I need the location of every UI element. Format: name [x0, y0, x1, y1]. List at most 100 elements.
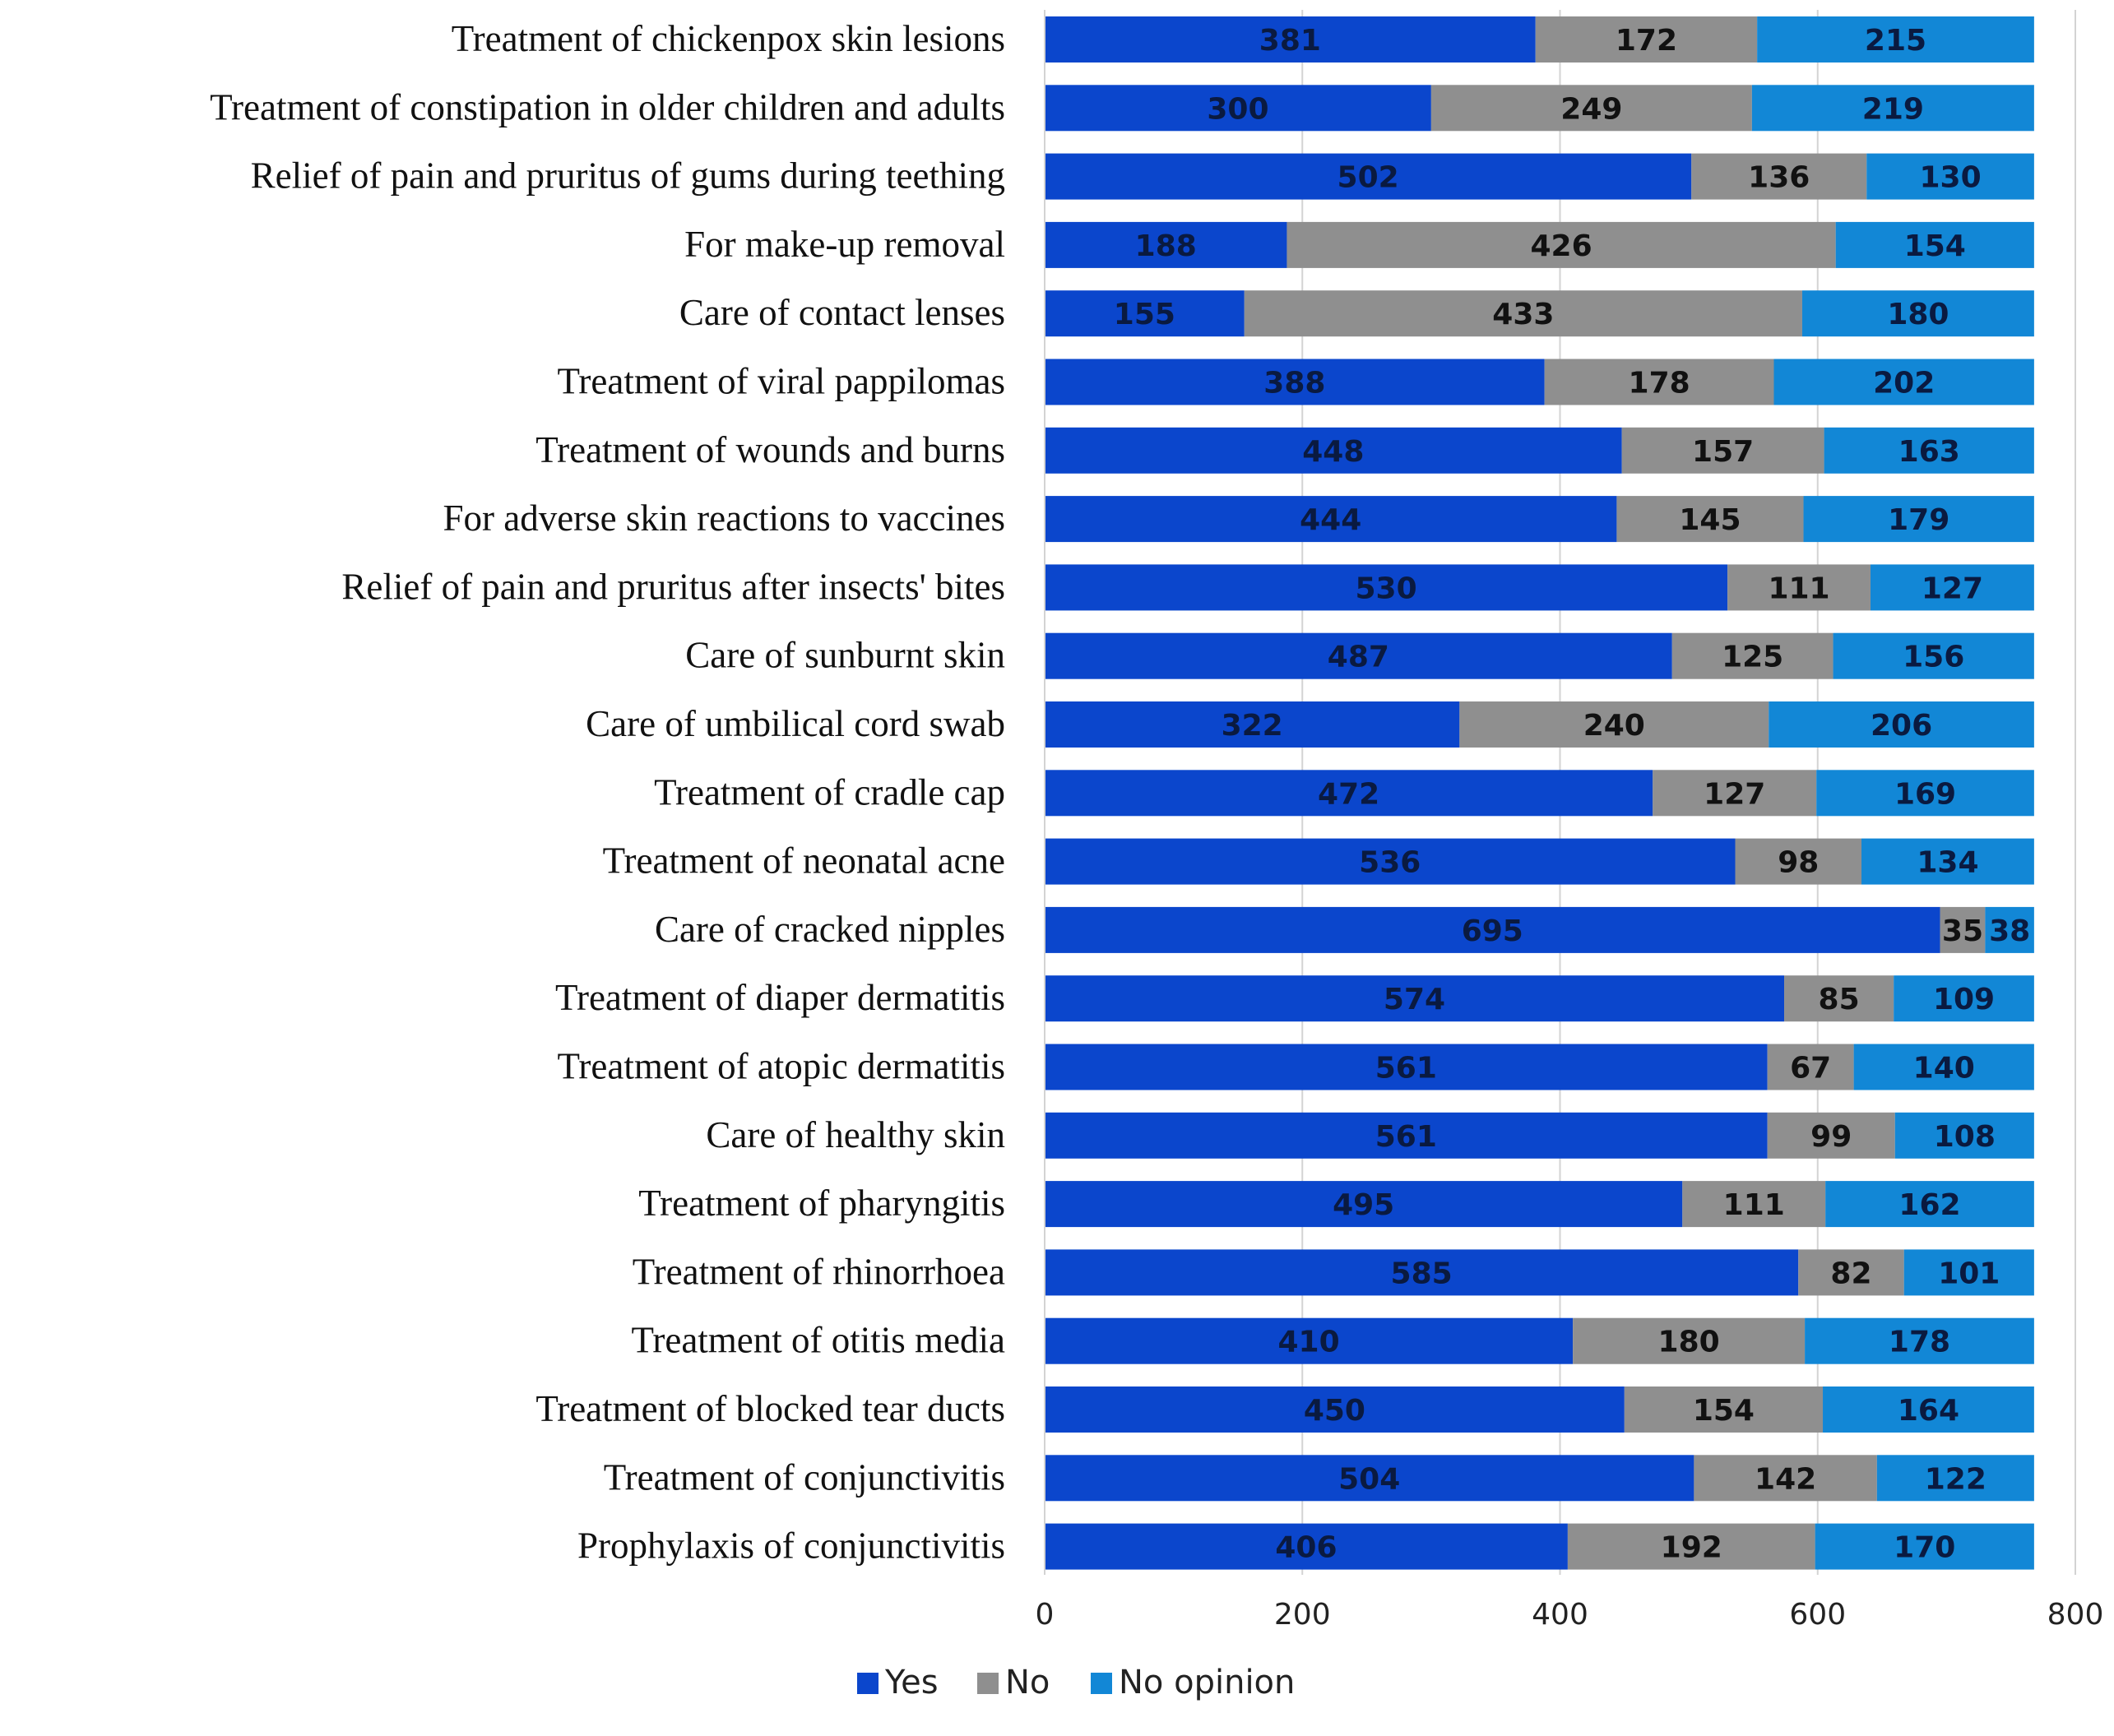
data-label: 127 — [1922, 572, 1983, 605]
data-label: 134 — [1917, 846, 1978, 880]
category-label: Care of cracked nipples — [655, 909, 1005, 950]
data-label: 240 — [1583, 709, 1645, 743]
bar-segment-no-opinion — [1805, 1317, 2034, 1364]
data-label: 179 — [1888, 503, 1949, 537]
category-label: Care of sunburnt skin — [685, 635, 1005, 676]
data-label: 125 — [1722, 641, 1783, 674]
legend-label: Yes — [884, 1664, 939, 1701]
legend-swatch-no-opinion — [1091, 1673, 1112, 1694]
data-label: 111 — [1723, 1188, 1785, 1222]
bar-segment-no — [1616, 496, 1804, 543]
bar-segment-no — [1621, 427, 1824, 474]
x-tick-label: 600 — [1789, 1598, 1846, 1632]
category-label: Treatment of wounds and burns — [535, 429, 1005, 470]
bar-segment-no-opinion — [1833, 632, 2034, 679]
data-label: 536 — [1359, 846, 1421, 880]
bar-segment-yes — [1045, 1181, 1683, 1228]
bar-segment-yes — [1045, 1249, 1799, 1296]
category-label: Care of contact lenses — [679, 292, 1005, 333]
x-tick-label: 200 — [1274, 1598, 1331, 1632]
data-label: 426 — [1530, 229, 1592, 263]
category-labels: Treatment of chickenpox skin lesions Trea… — [210, 18, 1005, 1567]
category-label: Treatment of otitis media — [631, 1320, 1005, 1361]
bar-segment-no-opinion — [1894, 975, 2034, 1022]
bar-segment-yes — [1045, 1523, 1568, 1570]
data-label: 178 — [1889, 1326, 1950, 1359]
category-label: Treatment of atopic dermatitis — [558, 1046, 1005, 1087]
bar-segment-no — [1244, 290, 1802, 337]
data-label: 109 — [1933, 983, 1995, 1016]
data-label: 111 — [1768, 572, 1829, 605]
x-tick-label: 0 — [1036, 1598, 1055, 1632]
bar-segment-no-opinion — [1773, 359, 2034, 405]
data-label: 127 — [1704, 777, 1765, 811]
data-label: 444 — [1300, 503, 1361, 537]
bar-segment-no — [1653, 770, 1817, 817]
bar-segment-yes — [1045, 770, 1653, 817]
data-label: 108 — [1934, 1120, 1996, 1154]
legend-label: No opinion — [1119, 1664, 1295, 1701]
bar-segment-no — [1535, 16, 1758, 62]
bar-segment-no-opinion — [1815, 1523, 2034, 1570]
data-label: 433 — [1492, 298, 1554, 331]
data-label: 561 — [1375, 1052, 1437, 1086]
bar-segment-no-opinion — [1751, 85, 2034, 132]
bar-segment-no-opinion — [1757, 16, 2034, 62]
data-label: 136 — [1748, 161, 1810, 195]
category-label: Treatment of conjunctivitis — [604, 1456, 1005, 1498]
data-label: 155 — [1114, 298, 1175, 331]
data-label: 170 — [1894, 1531, 1955, 1565]
bar-segment-no-opinion — [1985, 906, 2034, 953]
data-label: 156 — [1903, 641, 1964, 674]
data-label: 154 — [1693, 1394, 1755, 1428]
bar-segment-yes — [1045, 564, 1728, 611]
bar-segment-no-opinion — [1853, 1044, 2034, 1090]
category-label: Relief of pain and pruritus after insect… — [341, 566, 1005, 607]
data-label: 99 — [1810, 1120, 1852, 1154]
bar-segment-no — [1784, 975, 1894, 1022]
data-label: 164 — [1898, 1394, 1959, 1428]
data-label: 450 — [1304, 1394, 1365, 1428]
data-label: 35 — [1942, 914, 1983, 948]
data-label: 130 — [1919, 161, 1981, 195]
data-label: 188 — [1135, 229, 1197, 263]
bar-segment-yes — [1045, 1455, 1694, 1502]
category-label: Treatment of pharyngitis — [638, 1183, 1005, 1224]
bar-segment-no-opinion — [1825, 1181, 2034, 1228]
bar-segment-no-opinion — [1870, 564, 2034, 611]
bars: 381 172 215 300 249 219 502 136 130 188 426 154 155 4… — [1045, 16, 2034, 1570]
category-label: Relief of pain and pruritus of gums duri… — [251, 155, 1005, 197]
bar-segment-yes — [1045, 1044, 1768, 1090]
bar-segment-no — [1735, 838, 1862, 885]
bar-segment-no — [1767, 1112, 1895, 1159]
legend: Yes No No opinion — [857, 1664, 1295, 1701]
bar-segment-no — [1286, 221, 1836, 268]
data-label: 162 — [1898, 1188, 1960, 1222]
data-label: 169 — [1894, 777, 1956, 811]
category-label: Treatment of chickenpox skin lesions — [452, 18, 1005, 59]
data-label: 249 — [1560, 92, 1622, 126]
bar-segment-no-opinion — [1903, 1249, 2034, 1296]
data-label: 504 — [1338, 1462, 1400, 1496]
data-label: 85 — [1819, 983, 1860, 1016]
bar-segment-no — [1940, 906, 1986, 953]
bar-segment-no — [1544, 359, 1774, 405]
bar-segment-no-opinion — [1835, 221, 2034, 268]
x-tick-label: 400 — [1532, 1598, 1588, 1632]
data-label: 180 — [1887, 298, 1949, 331]
bar-segment-yes — [1045, 1386, 1625, 1433]
bar-segment-no — [1691, 153, 1867, 200]
data-label: 172 — [1616, 24, 1677, 58]
bar-segment-no-opinion — [1823, 1386, 2034, 1433]
bar-segment-yes — [1045, 906, 1940, 953]
data-label: 67 — [1790, 1052, 1831, 1086]
bar-segment-yes — [1045, 1112, 1768, 1159]
data-label: 145 — [1679, 503, 1741, 537]
data-label: 202 — [1873, 367, 1935, 400]
data-label: 219 — [1862, 92, 1924, 126]
bar-segment-yes — [1045, 221, 1287, 268]
data-label: 154 — [1904, 229, 1966, 263]
bar-segment-no — [1573, 1317, 1806, 1364]
data-label: 406 — [1275, 1531, 1337, 1565]
data-label: 101 — [1938, 1257, 2000, 1290]
